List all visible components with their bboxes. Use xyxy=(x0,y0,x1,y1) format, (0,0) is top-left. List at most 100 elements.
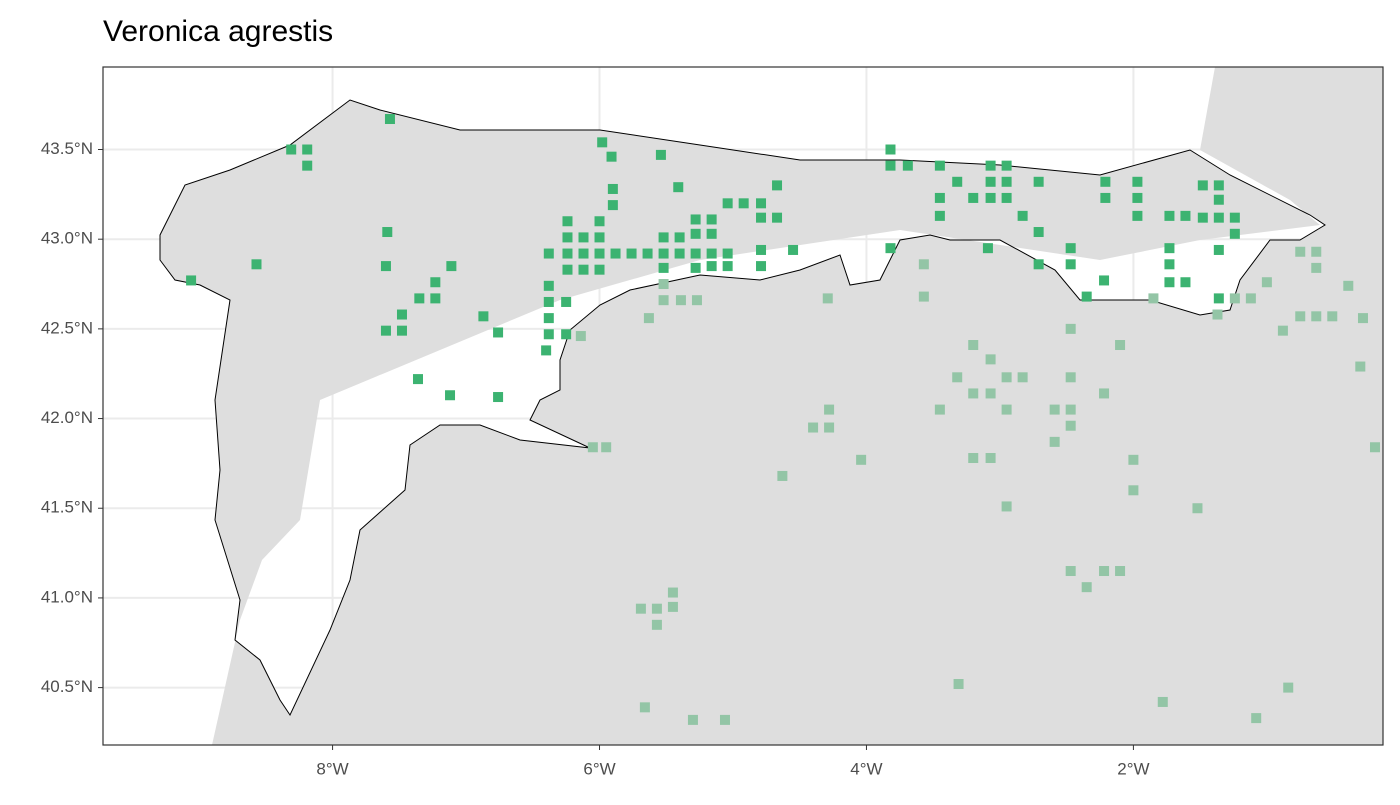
occurrence-point xyxy=(1212,309,1223,320)
occurrence-point xyxy=(562,264,573,275)
occurrence-point xyxy=(953,679,964,690)
occurrence-point xyxy=(934,404,945,415)
occurrence-point xyxy=(384,114,395,125)
occurrence-point xyxy=(1001,192,1012,203)
occurrence-point xyxy=(706,214,717,225)
occurrence-point xyxy=(934,210,945,221)
occurrence-point xyxy=(414,293,425,304)
occurrence-point xyxy=(1229,293,1240,304)
occurrence-point xyxy=(691,295,702,306)
occurrence-point xyxy=(1164,243,1175,254)
chart-title: Veronica agrestis xyxy=(103,15,333,48)
occurrence-point xyxy=(186,275,197,286)
occurrence-point xyxy=(722,261,733,272)
occurrence-point xyxy=(1213,212,1224,223)
occurrence-point xyxy=(594,216,605,227)
occurrence-point xyxy=(772,180,783,191)
occurrence-point xyxy=(412,374,423,385)
occurrence-point xyxy=(1115,566,1126,577)
occurrence-point xyxy=(1295,311,1306,322)
occurrence-point xyxy=(1157,696,1168,707)
occurrence-point xyxy=(968,388,979,399)
occurrence-point xyxy=(1128,485,1139,496)
occurrence-point xyxy=(642,248,653,259)
occurrence-point xyxy=(1197,212,1208,223)
occurrence-point xyxy=(626,248,637,259)
occurrence-point xyxy=(430,277,441,288)
occurrence-point xyxy=(1049,436,1060,447)
occurrence-point xyxy=(594,248,605,259)
occurrence-point xyxy=(1128,454,1139,465)
occurrence-point xyxy=(1311,311,1322,322)
y-tick-label: 42.5°N xyxy=(41,318,93,337)
occurrence-point xyxy=(1164,277,1175,288)
occurrence-point xyxy=(719,714,730,725)
occurrence-point xyxy=(446,261,457,272)
x-tick-label: 8°W xyxy=(316,759,348,778)
occurrence-point xyxy=(658,295,669,306)
occurrence-point xyxy=(396,325,407,336)
occurrence-point xyxy=(578,232,589,243)
occurrence-point xyxy=(445,390,456,401)
occurrence-point xyxy=(1017,210,1028,221)
occurrence-point xyxy=(1065,566,1076,577)
occurrence-point xyxy=(587,442,598,453)
occurrence-point xyxy=(706,261,717,272)
occurrence-point xyxy=(1065,323,1076,334)
occurrence-point xyxy=(968,192,979,203)
occurrence-point xyxy=(985,388,996,399)
occurrence-point xyxy=(1065,243,1076,254)
occurrence-point xyxy=(543,329,554,340)
occurrence-point xyxy=(1180,277,1191,288)
occurrence-point xyxy=(667,587,678,598)
occurrence-point xyxy=(1229,212,1240,223)
occurrence-point xyxy=(635,603,646,614)
occurrence-point xyxy=(643,313,654,324)
occurrence-point xyxy=(382,227,393,238)
occurrence-point xyxy=(1192,503,1203,514)
occurrence-point xyxy=(822,293,833,304)
occurrence-point xyxy=(1099,388,1110,399)
occurrence-point xyxy=(594,232,605,243)
occurrence-point xyxy=(756,244,767,255)
occurrence-point xyxy=(655,149,666,160)
occurrence-point xyxy=(543,248,554,259)
occurrence-point xyxy=(1065,404,1076,415)
occurrence-point xyxy=(1343,280,1354,291)
occurrence-point xyxy=(934,160,945,171)
occurrence-point xyxy=(690,228,701,239)
occurrence-point xyxy=(578,264,589,275)
occurrence-point xyxy=(302,160,313,171)
occurrence-point xyxy=(1213,244,1224,255)
occurrence-point xyxy=(1001,501,1012,512)
occurrence-point xyxy=(286,144,297,155)
occurrence-point xyxy=(985,160,996,171)
occurrence-point xyxy=(380,325,391,336)
occurrence-point xyxy=(1251,713,1262,724)
occurrence-point xyxy=(1099,566,1110,577)
y-tick-label: 42.0°N xyxy=(41,408,93,427)
panel-border xyxy=(102,66,1384,746)
occurrence-point xyxy=(756,198,767,209)
occurrence-point xyxy=(1100,192,1111,203)
occurrence-point xyxy=(856,454,867,465)
occurrence-point xyxy=(1295,246,1306,257)
region-outline xyxy=(159,99,1326,717)
occurrence-point xyxy=(1311,246,1322,257)
occurrence-point xyxy=(651,619,662,630)
occurrence-point xyxy=(639,702,650,713)
y-tick-label: 43.5°N xyxy=(41,139,93,158)
occurrence-point xyxy=(968,453,979,464)
occurrence-point xyxy=(1065,420,1076,431)
occurrence-point xyxy=(1065,372,1076,383)
occurrence-point xyxy=(658,262,669,273)
occurrence-point xyxy=(1081,582,1092,593)
occurrence-point xyxy=(808,422,819,433)
occurrence-point xyxy=(1132,210,1143,221)
occurrence-point xyxy=(658,279,669,290)
occurrence-point xyxy=(675,295,686,306)
occurrence-point xyxy=(667,601,678,612)
occurrence-point xyxy=(918,259,929,270)
occurrence-point xyxy=(1164,259,1175,270)
occurrence-point xyxy=(543,313,554,324)
